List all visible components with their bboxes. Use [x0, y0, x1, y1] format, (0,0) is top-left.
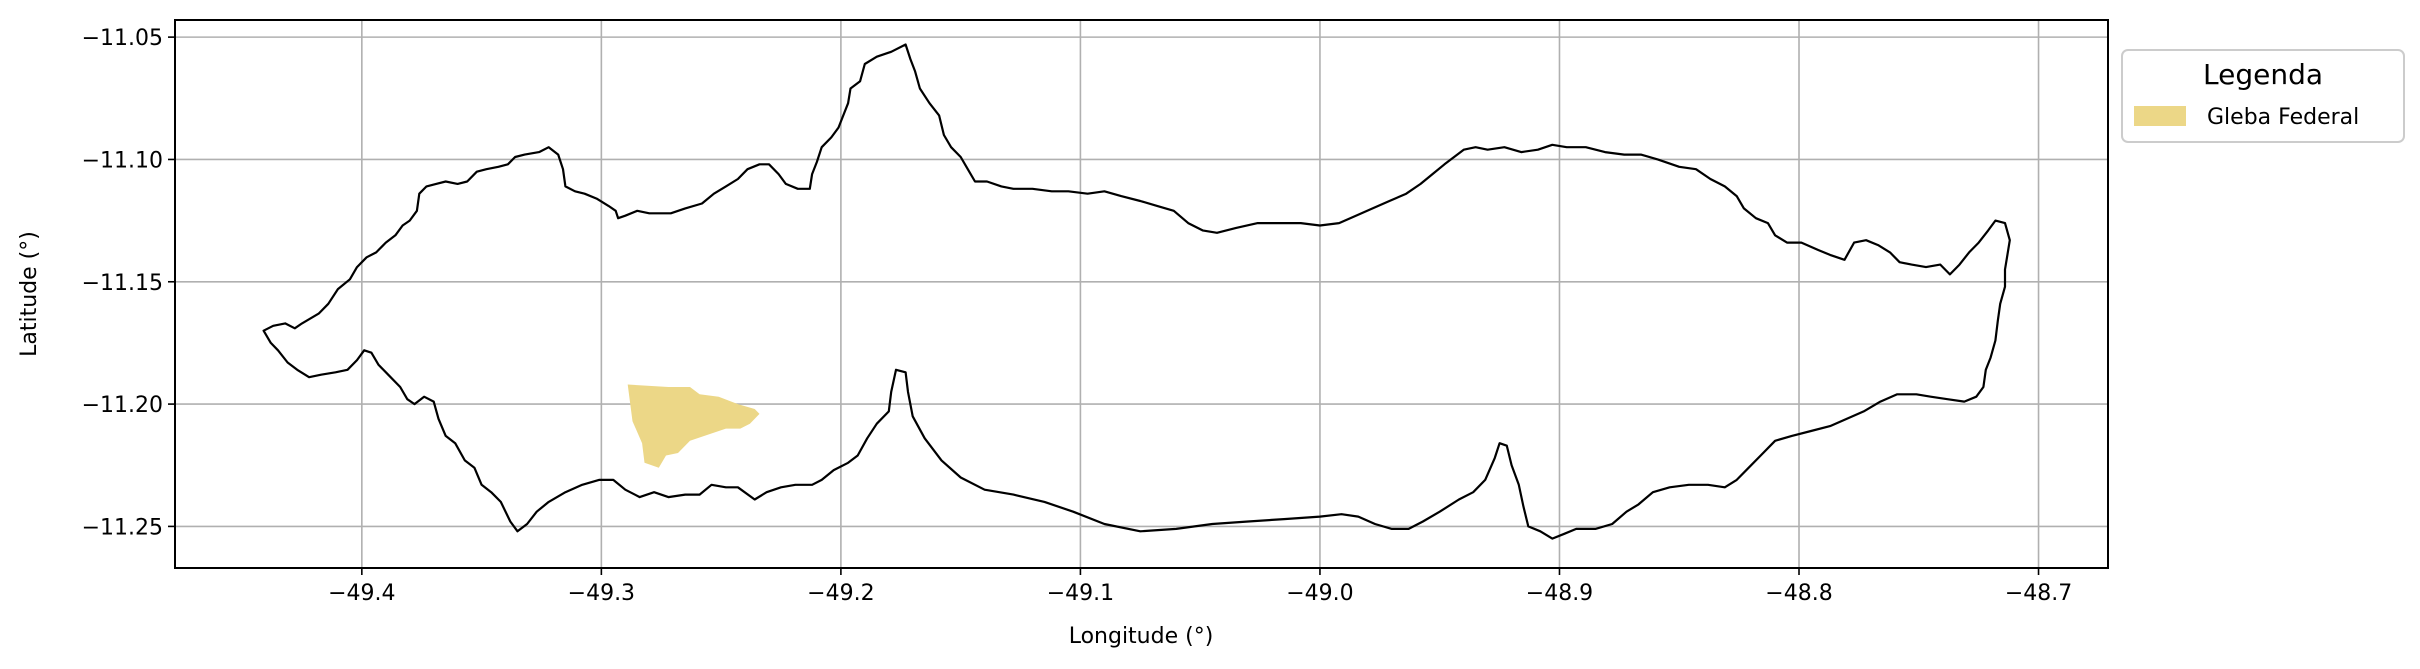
legend: Legenda Gleba Federal	[2121, 49, 2405, 143]
map-data	[262, 43, 2011, 540]
x-tick-label: −49.3	[568, 581, 635, 606]
axis-ticks: −49.4 −49.3 −49.2 −49.1 −49.0 −48.9 −48.8 −48.7…	[82, 26, 2073, 606]
x-tick-label: −48.7	[2005, 581, 2072, 606]
x-tick-label: −49.1	[1047, 581, 1114, 606]
legend-swatch-gleba-federal	[2134, 106, 2186, 126]
x-tick-label: −48.9	[1526, 581, 1593, 606]
x-axis-title: Longitude (°)	[1069, 624, 1214, 649]
boundary-outline	[262, 43, 2011, 540]
legend-label-gleba-federal: Gleba Federal	[2207, 105, 2359, 130]
y-tick-label: −11.05	[82, 26, 163, 51]
legend-box	[2121, 49, 2405, 143]
gleba-federal-area	[627, 384, 760, 468]
x-tick-label: −49.0	[1286, 581, 1353, 606]
y-tick-label: −11.20	[82, 393, 163, 418]
y-tick-label: −11.25	[82, 515, 163, 540]
grid	[175, 20, 2108, 568]
x-tick-label: −48.8	[1765, 581, 1832, 606]
x-tick-label: −49.4	[328, 581, 395, 606]
x-tick-label: −49.2	[807, 581, 874, 606]
legend-title: Legenda	[2203, 58, 2323, 91]
plot-frame	[174, 19, 2109, 569]
y-tick-label: −11.10	[82, 148, 163, 173]
y-axis-title: Latitude (°)	[17, 231, 42, 357]
y-tick-label: −11.15	[82, 271, 163, 296]
